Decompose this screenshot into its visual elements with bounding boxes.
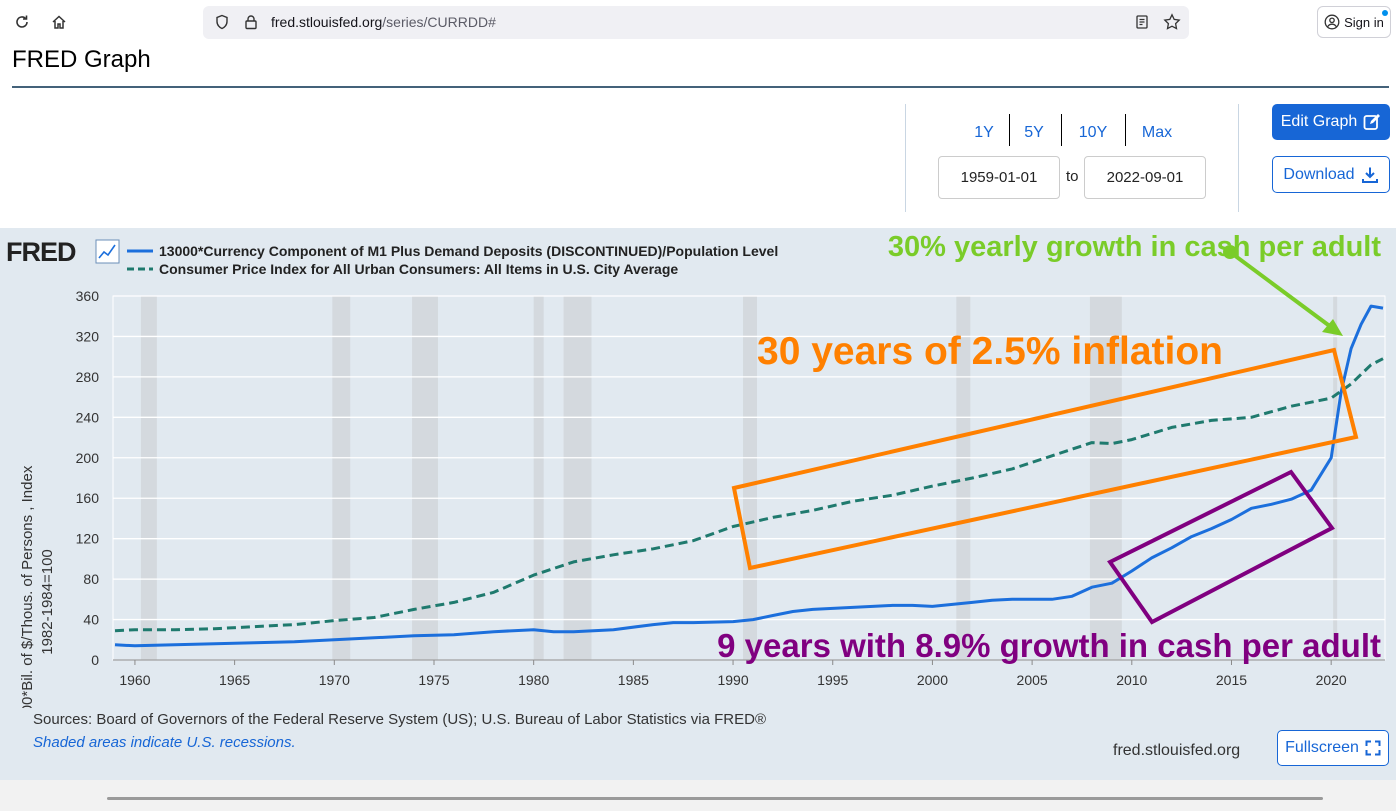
chart-canvas: 0 40 80 120 160 200 240 280 320 360 1960 1965 1970 19… (6, 231, 1386, 708)
y-tick-label: 160 (76, 490, 100, 506)
x-tick-label: 1995 (817, 672, 848, 688)
home-icon[interactable] (47, 10, 71, 34)
legend-cash-label: 13000*Currency Component of M1 Plus Dema… (159, 243, 778, 259)
x-tick-label: 1970 (319, 672, 350, 688)
page-title: FRED Graph (12, 46, 151, 73)
fullscreen-button[interactable]: Fullscreen (1277, 730, 1389, 766)
y-axis-label-line1: 13000*Bil. of $/Thous. of Persons , Inde… (19, 465, 36, 708)
annotation-nine-years: 9 years with 8.9% growth in cash per adu… (717, 627, 1381, 664)
x-tick-label: 2015 (1216, 672, 1247, 688)
notification-dot (1382, 10, 1388, 16)
lock-icon[interactable] (242, 13, 260, 31)
x-tick-label: 2005 (1017, 672, 1048, 688)
sign-in-label: Sign in (1344, 14, 1384, 30)
sources-text: Sources: Board of Governors of the Feder… (33, 711, 767, 728)
y-tick-label: 200 (76, 450, 100, 466)
download-icon (1361, 167, 1378, 183)
url-text: fred.stlouisfed.org/series/CURRDD# (271, 14, 496, 30)
recession-band (743, 296, 757, 660)
sign-in-button[interactable]: Sign in (1317, 6, 1391, 38)
recession-band (1089, 296, 1122, 660)
edit-graph-label: Edit Graph (1280, 113, 1358, 130)
graph-panel: 0 40 80 120 160 200 240 280 320 360 1960 1965 1970 19… (0, 228, 1396, 780)
bookmark-star-icon[interactable] (1163, 13, 1181, 31)
range-separator (1061, 114, 1062, 146)
browser-toolbar: fred.stlouisfed.org/series/CURRDD# Sign … (0, 0, 1396, 46)
x-tick-label: 2000 (917, 672, 948, 688)
y-tick-label: 80 (83, 571, 99, 587)
recession-band (563, 296, 592, 660)
fred-logo: FRED (6, 237, 76, 267)
site-url: fred.stlouisfed.org (1113, 742, 1241, 759)
page-bottom-strip (0, 780, 1396, 811)
cpi-line (114, 357, 1384, 633)
fullscreen-label: Fullscreen (1285, 739, 1359, 756)
to-label: to (1066, 168, 1079, 185)
series-lines (114, 304, 1384, 648)
range-5y-link[interactable]: 5Y (1024, 124, 1044, 141)
start-date-input[interactable] (938, 156, 1060, 199)
url-path: /series/CURRDD# (382, 14, 496, 30)
purple-annotation-box (1107, 469, 1335, 625)
x-tick-label: 1965 (219, 672, 250, 688)
y-tick-label: 240 (76, 409, 100, 425)
x-tick-label: 2020 (1316, 672, 1347, 688)
green-annotation-arrow (1223, 245, 1343, 336)
recession-band (1333, 296, 1338, 660)
y-tick-label: 320 (76, 328, 100, 344)
recession-band (140, 296, 157, 660)
account-icon (1324, 14, 1340, 30)
x-tick-label: 1990 (717, 672, 748, 688)
reload-icon[interactable] (10, 10, 34, 34)
recession-note[interactable]: Shaded areas indicate U.S. recessions. (33, 734, 296, 751)
download-button[interactable]: Download (1272, 156, 1390, 193)
y-tick-label: 360 (76, 288, 100, 304)
x-tick-label: 1985 (618, 672, 649, 688)
title-divider (12, 86, 1389, 88)
date-range-panel: 1Y 5Y 10Y Max to (905, 104, 1239, 212)
range-separator (1125, 114, 1126, 146)
edit-icon (1363, 114, 1381, 130)
recession-band (332, 296, 351, 660)
cash-per-adult-line (114, 304, 1384, 648)
recession-band (412, 296, 438, 660)
shield-icon[interactable] (213, 13, 231, 31)
fred-logo-chart-icon (95, 239, 120, 264)
orange-annotation-box (731, 347, 1359, 571)
y-tick-label: 280 (76, 369, 100, 385)
annotation-inflation: 30 years of 2.5% inflation (757, 330, 1223, 373)
end-date-input[interactable] (1084, 156, 1206, 199)
x-tick-label: 1960 (119, 672, 150, 688)
y-tick-label: 120 (76, 531, 100, 547)
recession-bands (140, 296, 1338, 660)
x-tick-label: 1980 (518, 672, 549, 688)
reader-view-icon[interactable] (1133, 13, 1151, 31)
recession-band (956, 296, 971, 660)
edit-graph-button[interactable]: Edit Graph (1272, 104, 1390, 140)
url-host: fred.stlouisfed.org (271, 14, 383, 30)
legend-cpi-label: Consumer Price Index for All Urban Consu… (159, 261, 678, 277)
address-bar[interactable]: fred.stlouisfed.org/series/CURRDD# (203, 6, 1189, 39)
axis-ticks: 0 40 80 120 160 200 240 280 320 360 1960 1965 1970 19… (76, 288, 1385, 688)
annotation-cash-growth: 30% yearly growth in cash per adult (888, 231, 1381, 263)
recession-band (533, 296, 544, 660)
x-tick-label: 2010 (1116, 672, 1147, 688)
range-separator (1009, 114, 1010, 146)
x-tick-label: 1975 (418, 672, 449, 688)
download-label: Download (1283, 165, 1355, 183)
y-tick-label: 40 (83, 612, 99, 628)
y-axis-label-line2: 1982-1984=100 (39, 549, 56, 655)
range-max-link[interactable]: Max (1141, 124, 1173, 141)
range-10y-link[interactable]: 10Y (1078, 124, 1108, 141)
fullscreen-icon (1365, 740, 1381, 756)
horizontal-scrollbar[interactable] (107, 797, 1323, 800)
range-1y-link[interactable]: 1Y (974, 124, 994, 141)
y-tick-label: 0 (91, 652, 99, 668)
